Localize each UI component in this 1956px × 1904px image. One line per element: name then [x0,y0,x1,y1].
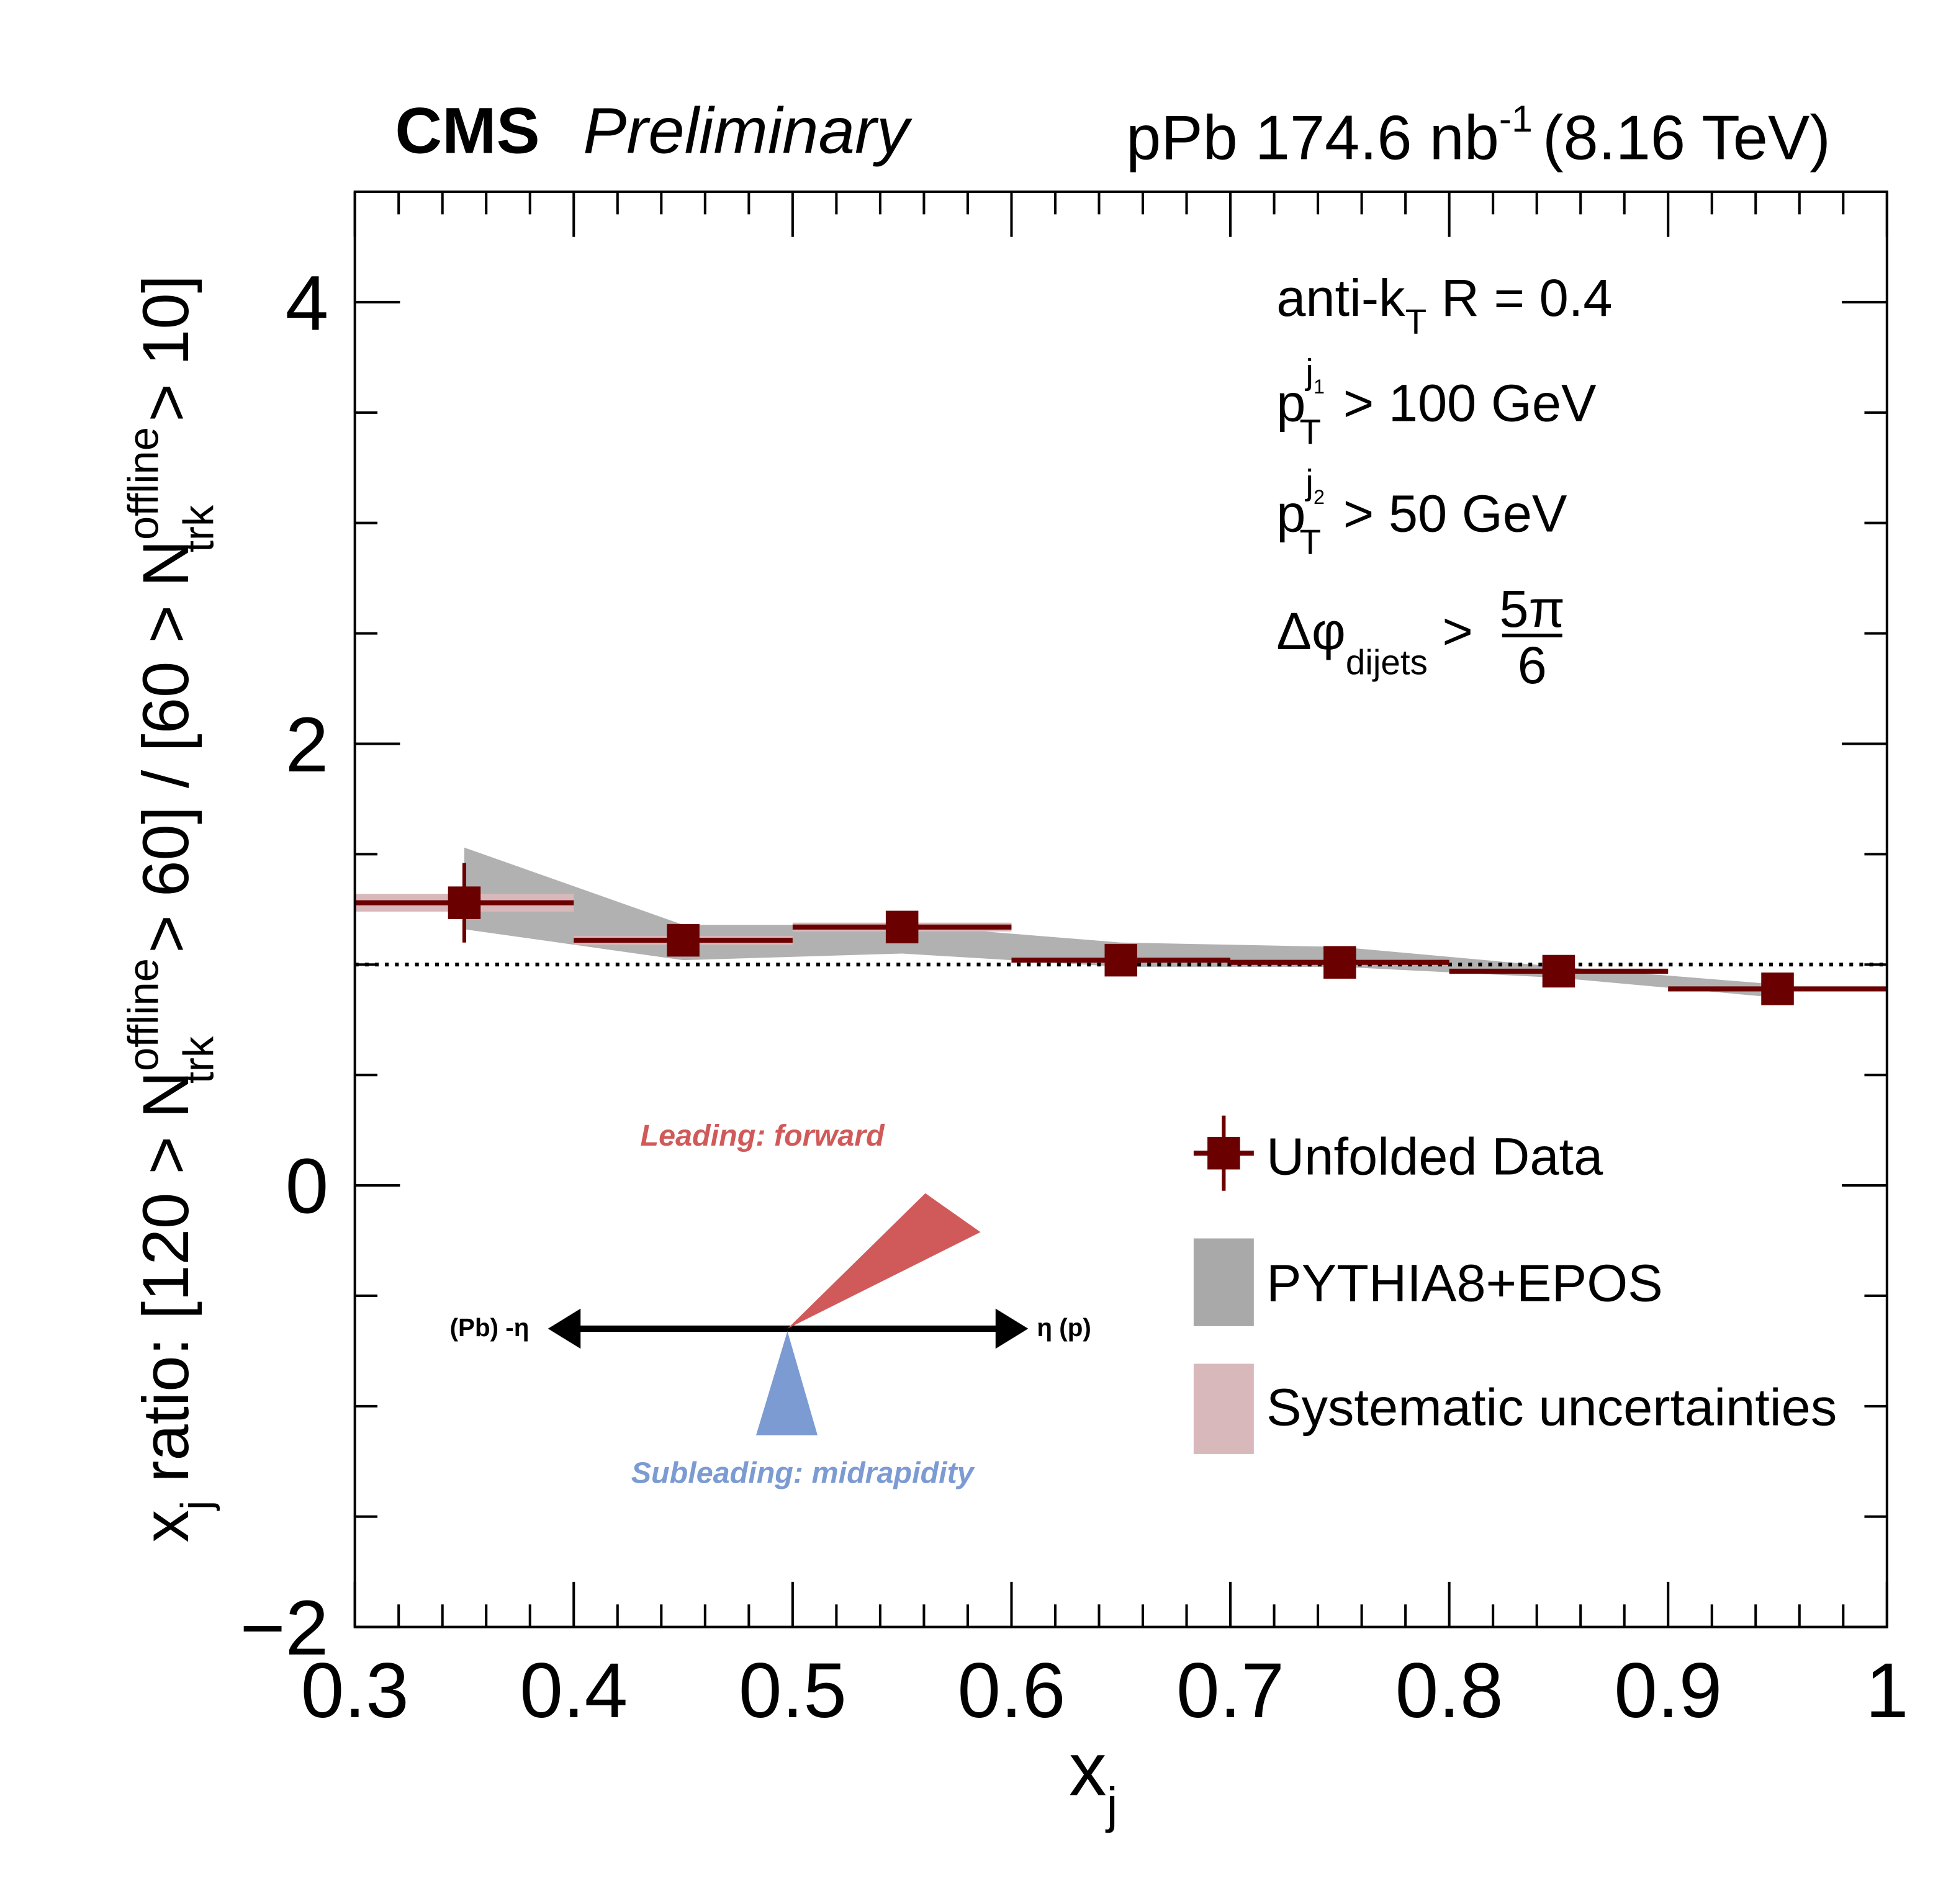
lumi: pPb 174.6 nb-1 (8.16 TeV) [1126,97,1831,173]
data-point [1542,954,1575,988]
annotation-text: T [1300,523,1322,562]
legend-label: PYTHIA8+EPOS [1266,1254,1663,1313]
lumi-energy: (8.16 TeV) [1543,104,1831,173]
data-point [667,923,700,957]
experiment: CMS [395,94,539,167]
annotation-text: R = 0.4 [1426,268,1612,327]
x-tick-label: 0.8 [1395,1647,1503,1734]
legend: Unfolded Data PYTHIA8+EPOS Systematic unce… [1193,1115,1837,1454]
annotation-text: T [1300,412,1322,451]
x-tick-label: 0.5 [739,1647,847,1734]
annotation: anti-kT R = 0.4 [1276,268,1612,341]
y-label: offline [120,427,168,540]
x-tick-label: 0.7 [1176,1647,1284,1734]
y-axis-label: xj ratio: [120 > Noffline trk > 60] / [60… [120,275,223,1542]
eta-left-label: (Pb) -η [450,1313,530,1342]
data-point [1104,943,1138,977]
subleading-cone [756,1331,818,1435]
subleading-label: Subleading: midrapidity [631,1456,975,1489]
eta-right-label: η (p) [1037,1313,1091,1342]
fraction-numerator: 5π [1499,579,1565,638]
plot-frame [353,191,1888,1628]
y-label: j [172,1501,220,1511]
y-tick-label: 0 [286,1143,329,1229]
y-tick-label: 2 [286,701,329,788]
annotation-text: j [1304,352,1314,391]
annotation: pj2 T > 50 GeV [1276,462,1567,562]
annotation-text: j [1304,462,1314,501]
lumi-exp: -1 [1499,97,1533,140]
annotation-text: 2 [1314,486,1325,508]
leading-cone [787,1193,981,1329]
annotation-text: p [1276,374,1305,433]
y-tick-label: −2 [240,1584,328,1671]
x-tick-label: 1 [1865,1647,1909,1734]
y-label: trk [174,505,222,552]
annotation-text: dijets [1346,643,1428,682]
data-point [1323,946,1356,979]
legend-marker [1207,1136,1240,1170]
y-label: > 60] / [60 > N [130,540,202,971]
data-point [885,910,919,944]
arrow-head [995,1308,1029,1349]
fraction-denominator: 6 [1518,635,1547,694]
leading-label: Leading: forward [641,1119,886,1152]
x-label: x [1069,1727,1107,1811]
annotation: Δφdijets > [1276,601,1473,681]
annotation-text: > [1428,601,1473,660]
annotation-text: T [1405,302,1427,341]
legend-swatch [1193,1363,1254,1454]
y-label: ratio: [120 > N [130,1071,202,1501]
status: Preliminary [583,94,913,167]
x-axis-label: xj [1069,1727,1118,1833]
x-tick-label: 0.9 [1614,1647,1722,1734]
model-band [464,847,1778,998]
kinematics-diagram: Leading: forward Subleading: midrapidity… [450,1119,1091,1489]
lumi-text: pPb 174.6 nb [1126,104,1499,173]
annotation-text: anti-k [1276,268,1405,327]
legend-label: Systematic uncertainties [1266,1377,1837,1436]
y-label: trk [174,1036,222,1084]
y-label: offline [120,958,168,1071]
annotation-text: > 50 GeV [1328,483,1567,542]
annotation-text: > 100 GeV [1328,374,1597,433]
annotation-text: p [1276,483,1305,542]
data-point [1761,972,1794,1005]
x-label-sub: j [1106,1778,1118,1834]
y-label: x [130,1510,202,1543]
y-label: > 10] [130,275,202,440]
arrow-head [548,1308,581,1349]
legend-swatch [1193,1238,1254,1326]
legend-label: Unfolded Data [1266,1127,1603,1186]
annotation-text: 1 [1314,375,1325,398]
data-point [448,886,481,919]
x-tick-label: 0.6 [957,1647,1065,1734]
x-tick-label: 0.4 [520,1647,628,1734]
annotation: pj1 T > 100 GeV [1276,352,1597,451]
y-tick-label: 4 [286,259,329,346]
x-tick-label: 0.3 [301,1647,409,1734]
plot-area [354,847,1887,1005]
annotation-text: Δφ [1276,601,1346,660]
